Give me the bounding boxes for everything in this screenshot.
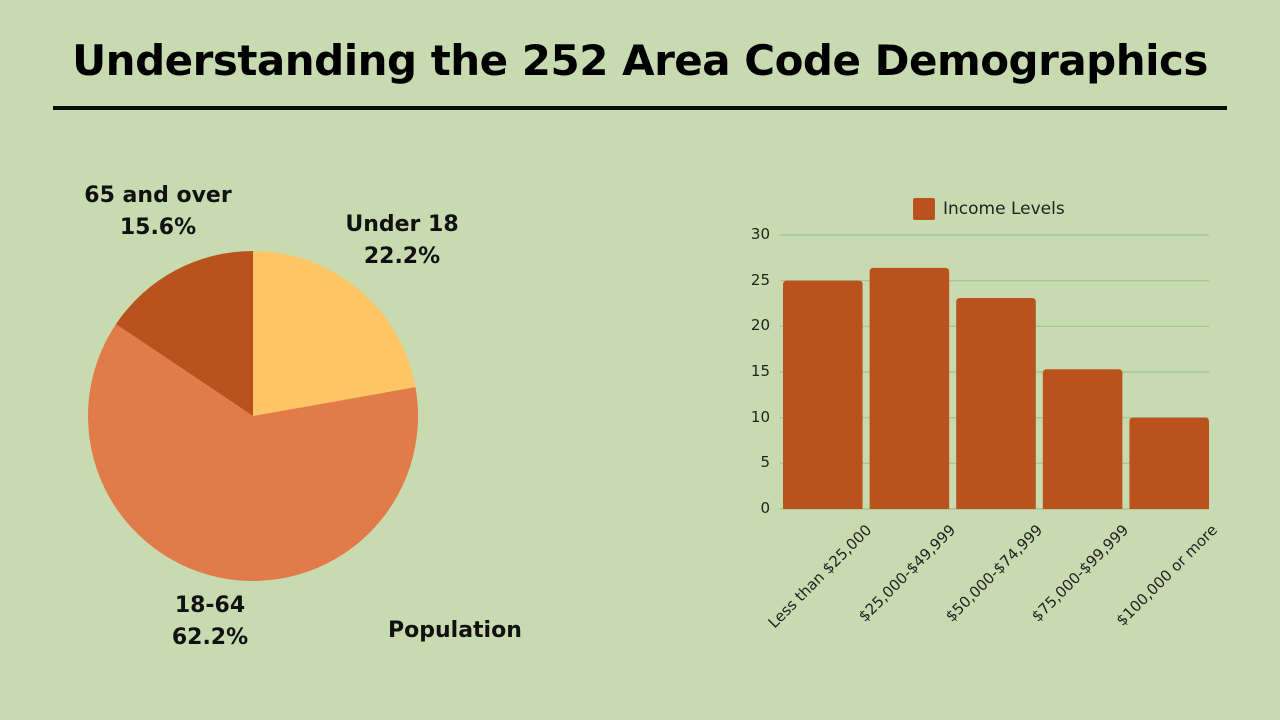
pie-label-18-64: 18-64 62.2% xyxy=(160,590,260,654)
y-tick-label: 5 xyxy=(760,453,770,472)
legend-label: Income Levels xyxy=(943,199,1065,219)
slice-percent: 62.2% xyxy=(171,625,249,650)
income-bar xyxy=(1129,417,1209,509)
income-bar xyxy=(956,298,1036,509)
y-tick-label: 20 xyxy=(750,316,770,335)
title-underline xyxy=(53,106,1227,110)
y-tick-label: 10 xyxy=(750,407,770,426)
slice-percent: 15.6% xyxy=(119,215,197,240)
income-bar xyxy=(783,280,863,509)
slice-label: 18-64 xyxy=(174,593,246,618)
pie-label-65-and-over: 65 and over 15.6% xyxy=(58,180,258,244)
y-tick-label: 25 xyxy=(750,270,770,289)
page-title: Understanding the 252 Area Code Demograp… xyxy=(72,36,1208,85)
pie-label-under-18: Under 18 22.2% xyxy=(322,209,482,273)
y-tick-label: 15 xyxy=(750,362,770,380)
pie-slice-18-64 xyxy=(87,324,418,581)
income-bar xyxy=(869,267,950,509)
y-tick-label: 30 xyxy=(750,225,770,243)
legend-swatch xyxy=(913,198,935,220)
y-tick-label: 0 xyxy=(760,499,770,517)
slice-label: Under 18 xyxy=(345,212,459,237)
slice-label: 65 and over xyxy=(84,183,232,208)
pie-slice-65-and-over xyxy=(115,251,253,416)
bar-legend: Income Levels xyxy=(913,198,1065,220)
slice-percent: 22.2% xyxy=(363,244,441,269)
income-bar xyxy=(1042,369,1123,509)
pie-slice-under-18 xyxy=(253,251,416,416)
pie-caption: Population xyxy=(388,618,522,643)
